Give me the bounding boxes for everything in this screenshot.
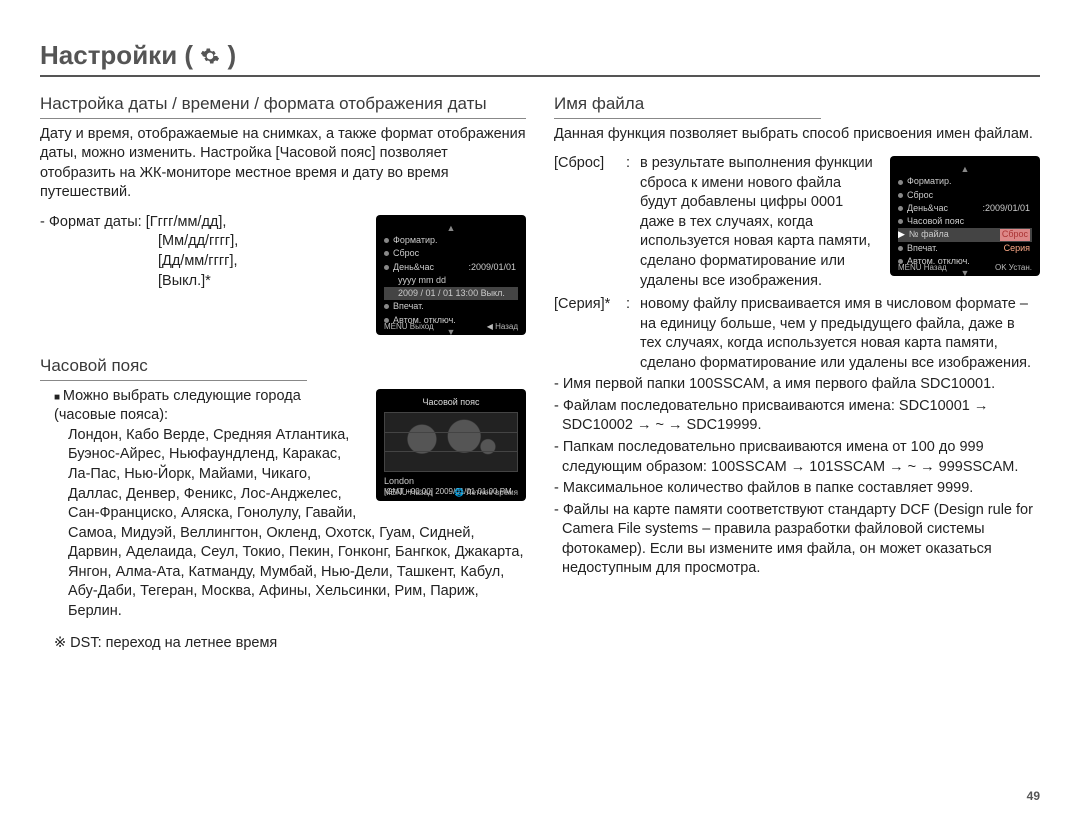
lcd-subrow: yyyy mm dd bbox=[384, 274, 518, 287]
lcd-screenshot-filename: ▲ Форматир. Сброс День&час :2009/01/01 Ча… bbox=[890, 156, 1040, 276]
lcd-row: День&час bbox=[393, 262, 434, 273]
note-item: Файлы на карте памяти соответствуют стан… bbox=[562, 501, 1040, 579]
lcd-foot-left: MENU Выход bbox=[384, 322, 434, 332]
caret-up-icon: ▲ bbox=[384, 223, 518, 234]
note-item: Максимальное количество файлов в папке с… bbox=[562, 479, 1040, 499]
lcd-row: Впечат. bbox=[907, 243, 938, 254]
note-item: Папкам последовательно присваиваются име… bbox=[562, 438, 1040, 477]
bullet-icon bbox=[898, 206, 903, 211]
left-column: Настройка даты / времени / формата отобр… bbox=[40, 89, 526, 653]
bullet-icon bbox=[898, 193, 903, 198]
def-reset-key: [Сброс] bbox=[554, 154, 626, 174]
def-series-key: [Серия]* bbox=[554, 295, 626, 315]
bullet-icon bbox=[898, 219, 903, 224]
lcd-foot-left: MENU Назад bbox=[384, 488, 433, 498]
bullet-icon bbox=[384, 251, 389, 256]
lcd-foot-right: OK Устан. bbox=[995, 263, 1032, 273]
lcd-row: Часовой пояс bbox=[907, 216, 964, 227]
lcd-city: London bbox=[384, 476, 518, 487]
lcd-screenshot-date: ▲ Форматир. Сброс День&час :2009/01/01 yy… bbox=[376, 215, 526, 335]
bullet-icon bbox=[898, 180, 903, 185]
lcd-row: Сброс bbox=[393, 248, 419, 259]
lcd-row: Форматир. bbox=[393, 235, 438, 246]
lcd-foot-left: MENU Назад bbox=[898, 263, 947, 273]
lcd-opt-reset: Сброс bbox=[1000, 229, 1030, 240]
filename-notes: Имя первой папки 100SSCAM, а имя первого… bbox=[554, 375, 1040, 579]
page-title: Настройки ( ) bbox=[40, 40, 1040, 77]
two-column-layout: Настройка даты / времени / формата отобр… bbox=[40, 89, 1040, 653]
lcd-row: Сброс bbox=[907, 190, 933, 201]
lcd-tz-title: Часовой пояс bbox=[384, 397, 518, 408]
note-item: Файлам последовательно присваиваются име… bbox=[562, 397, 1040, 436]
def-reset-text: в результате выполнения функции сброса к… bbox=[640, 154, 880, 291]
gear-icon bbox=[200, 42, 220, 73]
lcd-row: Форматир. bbox=[907, 176, 952, 187]
colon: : bbox=[626, 295, 640, 315]
world-map-icon bbox=[384, 412, 518, 472]
colon: : bbox=[626, 154, 640, 174]
section-title-timezone: Часовой пояс bbox=[40, 355, 307, 381]
filename-intro: Данная функция позволяет выбрать способ … bbox=[554, 125, 1040, 145]
section-title-filename: Имя файла bbox=[554, 93, 821, 119]
dst-note: ※ DST: переход на летнее время bbox=[54, 634, 526, 654]
lcd-strip: 2009 / 01 / 01 13:00 Выкл. bbox=[398, 288, 505, 299]
def-series: [Серия]* : новому файлу присваивается им… bbox=[554, 295, 1040, 373]
bullet-icon bbox=[898, 246, 903, 251]
lcd-foot-right: 🌐 Летнее время bbox=[454, 488, 518, 498]
bullet-icon bbox=[384, 238, 389, 243]
bullet-icon bbox=[384, 304, 389, 309]
manual-page: Настройки ( ) Настройка даты / времени /… bbox=[0, 0, 1080, 815]
section-title-date: Настройка даты / времени / формата отобр… bbox=[40, 93, 526, 119]
lcd-screenshot-timezone: Часовой пояс London [GMT +00:00] 2009/01… bbox=[376, 389, 526, 501]
page-number: 49 bbox=[1027, 789, 1040, 803]
title-prefix: Настройки ( bbox=[40, 40, 200, 70]
lcd-date-value: :2009/01/01 bbox=[982, 203, 1030, 214]
lcd-date-value: :2009/01/01 bbox=[468, 262, 516, 273]
lcd-foot-right: ◀ Назад bbox=[487, 322, 518, 332]
title-suffix: ) bbox=[228, 40, 237, 70]
def-series-text: новому файлу присваивается имя в числово… bbox=[640, 295, 1040, 373]
caret-up-icon: ▲ bbox=[898, 164, 1032, 175]
lcd-opt-series: Серия bbox=[1004, 243, 1030, 254]
date-description: Дату и время, отображаемые на снимках, а… bbox=[40, 125, 526, 203]
bullet-icon bbox=[384, 265, 389, 270]
right-column: Имя файла Данная функция позволяет выбра… bbox=[554, 89, 1040, 653]
note-item: Имя первой папки 100SSCAM, а имя первого… bbox=[562, 375, 1040, 395]
lcd-row: Впечат. bbox=[393, 301, 424, 312]
lcd-row: День&час bbox=[907, 203, 948, 214]
lcd-row: № файла bbox=[909, 229, 949, 240]
def-reset: [Сброс] : в результате выполнения функци… bbox=[554, 154, 880, 291]
